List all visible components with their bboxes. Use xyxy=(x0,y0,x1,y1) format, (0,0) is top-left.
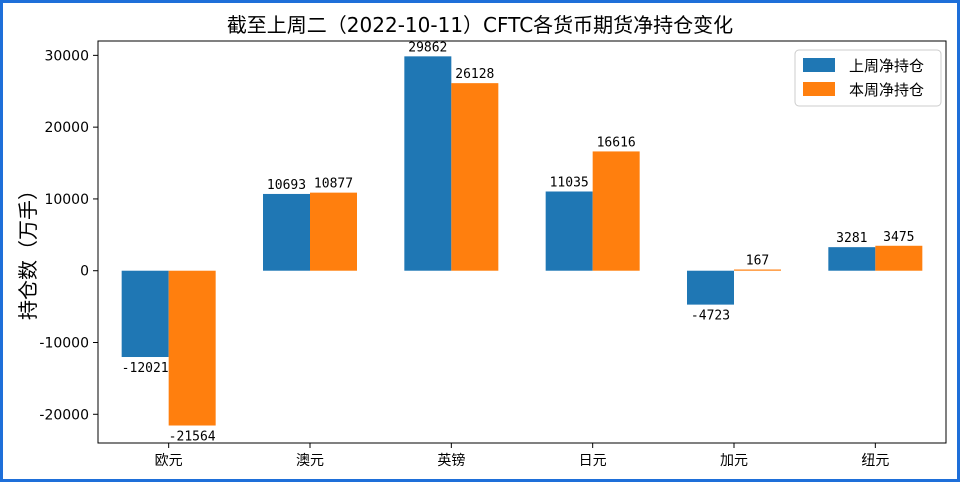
data-label: 10693 xyxy=(267,178,306,193)
data-label: 29862 xyxy=(408,40,447,55)
data-label: 10877 xyxy=(314,177,353,192)
legend-label: 本周净持仓 xyxy=(849,81,924,99)
x-tick-label: 日元 xyxy=(579,453,607,469)
y-tick-label: 0 xyxy=(80,264,89,280)
data-label: 3475 xyxy=(883,230,914,245)
data-label: 3281 xyxy=(836,231,867,246)
chart-title: 截至上周二（2022-10-11）CFTC各货币期货净持仓变化 xyxy=(227,13,733,37)
data-label: -4723 xyxy=(691,309,730,324)
x-tick-label: 欧元 xyxy=(155,453,183,469)
y-axis-label: 持仓数（万手） xyxy=(16,180,40,320)
bar-last-week xyxy=(121,270,169,358)
data-label: -21564 xyxy=(169,430,216,445)
plot-area: -20000 -10000 0 10000 20000 30000 欧元 -12021 -215… xyxy=(39,40,947,469)
y-tick-label: 20000 xyxy=(44,120,89,136)
y-tick-label: 10000 xyxy=(44,192,89,208)
bar-last-week xyxy=(545,191,593,271)
x-tick-label: 澳元 xyxy=(296,453,324,469)
bar-this-week xyxy=(592,151,640,271)
bar-this-week xyxy=(451,83,499,271)
y-tick-label: -20000 xyxy=(39,407,89,423)
y-tick-label: 30000 xyxy=(44,48,89,64)
data-label: 26128 xyxy=(455,67,494,82)
x-tick-label: 加元 xyxy=(720,453,748,469)
x-tick-label: 纽元 xyxy=(861,453,889,469)
data-label: 11035 xyxy=(550,175,589,190)
bar-chart: 截至上周二（2022-10-11）CFTC各货币期货净持仓变化 持仓数（万手） … xyxy=(16,13,947,469)
x-tick-label: 英镑 xyxy=(437,452,465,469)
bar-last-week xyxy=(263,193,310,271)
bar-this-week xyxy=(875,245,923,271)
bar-this-week xyxy=(168,270,216,426)
legend-label: 上周净持仓 xyxy=(849,57,924,75)
bar-this-week xyxy=(734,269,781,271)
bar-last-week xyxy=(404,56,452,271)
axes-frame xyxy=(97,40,947,444)
bar-last-week xyxy=(687,270,734,305)
legend-swatch xyxy=(803,82,835,96)
data-label: -12021 xyxy=(122,361,169,376)
data-label: 16616 xyxy=(597,135,636,150)
y-tick-label: -10000 xyxy=(39,336,89,352)
data-label: 167 xyxy=(746,254,769,269)
bar-last-week xyxy=(828,247,876,271)
bar-this-week xyxy=(310,192,357,271)
legend-swatch xyxy=(803,58,835,72)
